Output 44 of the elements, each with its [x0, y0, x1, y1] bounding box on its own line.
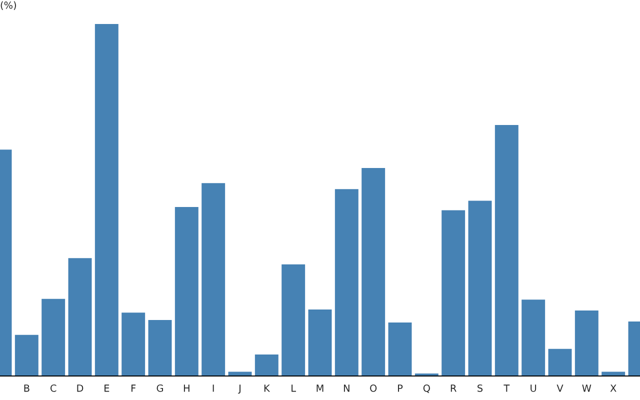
y-axis-title: (%)	[0, 1, 16, 10]
bar	[68, 258, 92, 376]
x-tick-label: E	[104, 384, 110, 392]
x-tick-label: O	[370, 384, 377, 392]
x-tick-label: G	[156, 384, 163, 392]
bar	[94, 24, 118, 376]
x-tick-label: H	[184, 384, 190, 392]
x-tick-label: P	[398, 384, 403, 392]
x-tick-label: S	[478, 384, 483, 392]
bar	[282, 264, 306, 376]
x-tick-label: K	[264, 384, 270, 392]
x-tick-label: B	[24, 384, 30, 392]
x-tick-label: F	[131, 384, 136, 392]
bar	[388, 322, 412, 376]
x-tick-label: V	[556, 384, 564, 392]
bar	[308, 309, 332, 376]
bar	[468, 200, 492, 376]
bar	[122, 312, 146, 376]
x-tick-label: C	[50, 384, 56, 392]
x-tick-label: J	[238, 384, 240, 394]
x-tick-label: N	[344, 384, 350, 392]
bar	[334, 189, 358, 376]
bar	[548, 348, 572, 376]
x-tick-label: U	[530, 384, 536, 392]
x-tick-label: W	[582, 384, 592, 392]
x-tick-label: M	[316, 384, 324, 392]
bar	[522, 300, 546, 376]
bar	[148, 320, 172, 376]
x-tick-label: Q	[423, 384, 430, 393]
bar	[42, 298, 66, 376]
x-tick-label: I	[212, 384, 214, 392]
bar	[442, 210, 466, 376]
bar	[254, 354, 278, 376]
x-tick-label: T	[504, 384, 510, 392]
x-tick-label: D	[77, 384, 84, 392]
bar	[362, 168, 386, 376]
x-tick-label: X	[610, 384, 616, 392]
bar	[202, 183, 226, 376]
bar	[574, 310, 598, 376]
x-tick-label: R	[450, 384, 456, 392]
bar	[174, 207, 198, 376]
bar	[14, 334, 38, 376]
x-tick-label: L	[292, 384, 296, 392]
bar	[494, 125, 518, 376]
